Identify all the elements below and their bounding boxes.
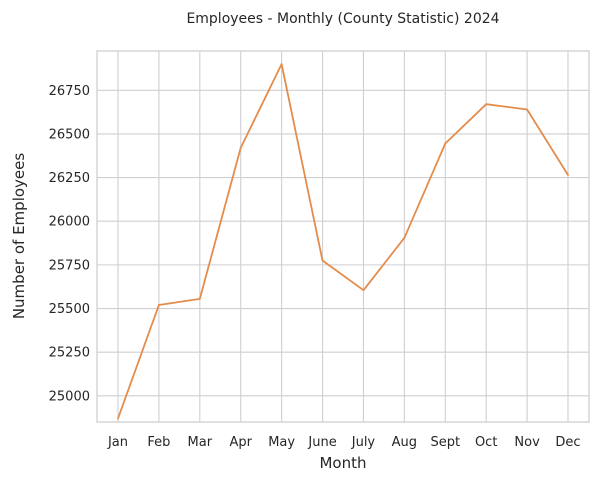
x-axis-ticks: Jan Feb Mar Apr May June July Aug Sept Oct Nov Dec [107, 435, 581, 450]
x-tick-label: May [268, 435, 295, 450]
x-tick-label: Dec [555, 435, 580, 450]
y-axis-label: Number of Employees [10, 153, 28, 320]
x-tick-label: June [307, 435, 336, 450]
data-point [158, 304, 160, 306]
data-point [444, 142, 447, 145]
y-tick-label: 25500 [49, 302, 90, 317]
data-point [117, 417, 119, 420]
data-point [362, 289, 365, 292]
y-tick-label: 26250 [49, 171, 90, 186]
x-tick-label: Apr [229, 435, 252, 450]
data-point [239, 146, 242, 149]
plot-frame [96, 50, 590, 423]
data-point [526, 108, 528, 111]
x-tick-label: Jan [107, 435, 128, 450]
y-tick-label: 26750 [49, 84, 90, 99]
y-tick-label: 26000 [49, 215, 90, 230]
y-tick-label: 25750 [49, 258, 90, 273]
x-tick-label: July [351, 435, 376, 450]
chart-title: Employees - Monthly (County Statistic) 2… [186, 11, 499, 27]
data-point [198, 298, 201, 300]
x-tick-label: Nov [514, 435, 540, 450]
y-tick-label: 25000 [49, 389, 90, 404]
data-point [485, 103, 488, 106]
x-tick-label: Sept [430, 435, 460, 450]
x-tick-label: Aug [392, 435, 417, 450]
y-tick-label: 25250 [49, 346, 90, 361]
data-point [567, 174, 569, 176]
data-point [321, 259, 324, 262]
y-axis-ticks: 25000 25250 25500 25750 26000 26250 26500 26750 [49, 84, 90, 405]
grid-layer [97, 51, 589, 422]
data-point [403, 236, 406, 239]
x-tick-label: Oct [475, 435, 497, 450]
data-point [280, 63, 283, 65]
x-axis-label: Month [319, 454, 366, 472]
series-layer [117, 63, 569, 420]
y-tick-label: 26500 [49, 127, 90, 142]
x-tick-label: Feb [147, 435, 170, 450]
series-line [117, 63, 569, 419]
x-tick-label: Mar [188, 435, 213, 450]
